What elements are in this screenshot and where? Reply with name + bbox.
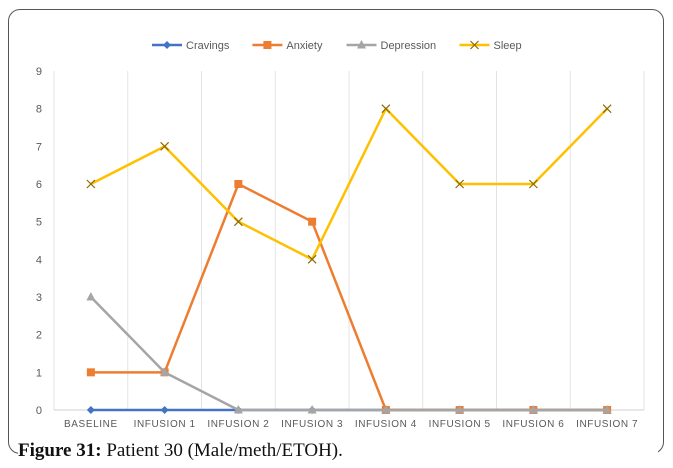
series-line [89,296,608,412]
legend-label: Depression [381,40,437,52]
data-point [86,179,96,189]
x-tick-label: INFUSION 2 [207,419,269,430]
y-tick-label: 8 [36,104,42,116]
x-tick-label: INFUSION 7 [576,419,638,430]
data-point [234,180,243,188]
data-point [86,368,95,377]
y-tick-label: 9 [36,66,42,78]
data-point [86,292,96,301]
data-point [528,405,538,414]
y-tick-label: 7 [36,141,42,153]
data-point [263,41,272,49]
x-tick-label: INFUSION 5 [429,419,491,430]
data-point [233,217,243,227]
x-tick-label: INFUSION 3 [281,419,343,430]
caption-label: Figure 31: [18,440,102,461]
y-tick-label: 2 [36,330,42,342]
x-tick-label: BASELINE [64,419,118,430]
data-point [160,406,169,414]
data-point [470,40,479,50]
legend-label: Sleep [494,40,522,52]
data-point [602,104,612,114]
y-tick-label: 3 [36,292,42,304]
series-line [90,107,609,261]
data-point [357,40,366,49]
data-point [455,405,465,414]
data-point [160,141,170,151]
y-tick-label: 6 [36,179,42,191]
data-point [455,179,465,189]
line-chart: 0 1 2 3 4 5 6 7 8 9 BASELINE INFUSION 1 INFUSION 2 IN… [36,40,645,430]
data-point [163,41,171,49]
y-tick-label: 0 [36,405,42,417]
data-point [528,179,538,189]
data-point [160,367,170,376]
y-tick-label: 5 [36,217,42,229]
data-point [602,405,612,414]
y-tick-label: 4 [36,254,42,266]
x-tick-label: INFUSION 4 [355,419,417,430]
legend-label: Cravings [186,40,230,52]
y-tick-label: 1 [36,367,42,379]
data-point [233,405,243,414]
data-point [381,104,391,114]
x-tick-label: INFUSION 1 [134,419,196,430]
data-point [308,217,317,226]
data-point [381,405,391,414]
x-tick-label: INFUSION 6 [502,419,564,430]
legend-label: Anxiety [286,40,323,52]
data-point [86,406,95,414]
caption-text: Patient 30 (Male/meth/ETOH). [101,440,343,461]
data-point [307,254,317,264]
figure-caption: Figure 31: Patient 30 (Male/meth/ETOH). [18,440,658,462]
data-point [307,405,317,414]
